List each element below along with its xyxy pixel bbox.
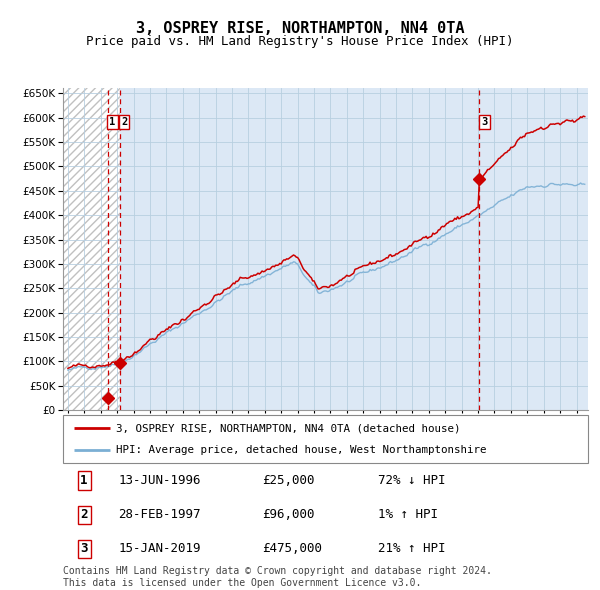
Text: 28-FEB-1997: 28-FEB-1997 bbox=[118, 508, 200, 522]
Text: £96,000: £96,000 bbox=[263, 508, 315, 522]
Text: Price paid vs. HM Land Registry's House Price Index (HPI): Price paid vs. HM Land Registry's House … bbox=[86, 35, 514, 48]
Text: 15-JAN-2019: 15-JAN-2019 bbox=[118, 542, 200, 555]
Text: Contains HM Land Registry data © Crown copyright and database right 2024.
This d: Contains HM Land Registry data © Crown c… bbox=[63, 566, 492, 588]
FancyBboxPatch shape bbox=[63, 415, 588, 463]
Bar bbox=[63, 88, 120, 410]
Text: 72% ↓ HPI: 72% ↓ HPI bbox=[378, 474, 445, 487]
Text: 1: 1 bbox=[109, 117, 116, 127]
Text: 2: 2 bbox=[80, 508, 88, 522]
Text: 3, OSPREY RISE, NORTHAMPTON, NN4 0TA (detached house): 3, OSPREY RISE, NORTHAMPTON, NN4 0TA (de… bbox=[115, 423, 460, 433]
Text: £25,000: £25,000 bbox=[263, 474, 315, 487]
Text: 3: 3 bbox=[481, 117, 487, 127]
Text: 3: 3 bbox=[80, 542, 88, 555]
Text: 2: 2 bbox=[121, 117, 127, 127]
Text: 1% ↑ HPI: 1% ↑ HPI bbox=[378, 508, 438, 522]
Text: 3, OSPREY RISE, NORTHAMPTON, NN4 0TA: 3, OSPREY RISE, NORTHAMPTON, NN4 0TA bbox=[136, 21, 464, 35]
Bar bbox=[120, 88, 588, 410]
Text: HPI: Average price, detached house, West Northamptonshire: HPI: Average price, detached house, West… bbox=[115, 445, 486, 455]
Text: £475,000: £475,000 bbox=[263, 542, 323, 555]
Text: 21% ↑ HPI: 21% ↑ HPI bbox=[378, 542, 445, 555]
Bar bbox=[63, 88, 120, 410]
Text: 1: 1 bbox=[80, 474, 88, 487]
Text: 13-JUN-1996: 13-JUN-1996 bbox=[118, 474, 200, 487]
